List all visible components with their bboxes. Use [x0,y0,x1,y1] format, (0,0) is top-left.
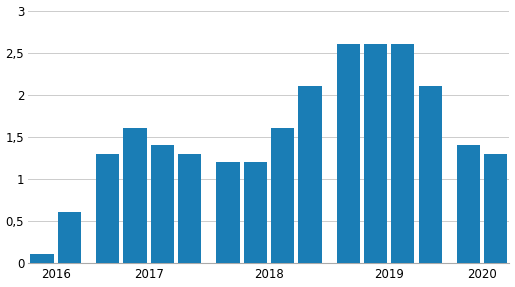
Bar [298,86,321,263]
Bar [391,44,415,263]
Bar [123,128,147,263]
Bar [484,154,507,263]
Bar [58,212,81,263]
Bar [271,128,294,263]
Bar [30,255,54,263]
Bar [364,44,387,263]
Bar [419,86,442,263]
Bar [96,154,119,263]
Bar [178,154,201,263]
Bar [216,162,239,263]
Bar [151,145,174,263]
Bar [244,162,267,263]
Bar [457,145,480,263]
Bar [336,44,360,263]
